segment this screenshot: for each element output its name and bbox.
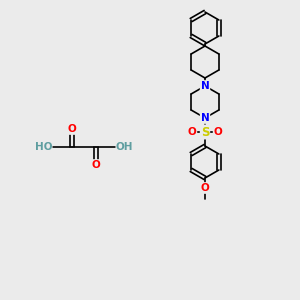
Text: S: S	[201, 125, 209, 139]
Text: N: N	[201, 113, 209, 123]
Text: N: N	[201, 81, 209, 91]
Text: HO: HO	[34, 142, 52, 152]
Text: O: O	[68, 124, 76, 134]
Text: O: O	[188, 127, 196, 137]
Text: O: O	[92, 160, 100, 170]
Text: OH: OH	[116, 142, 134, 152]
Text: O: O	[214, 127, 222, 137]
Text: O: O	[201, 183, 209, 193]
